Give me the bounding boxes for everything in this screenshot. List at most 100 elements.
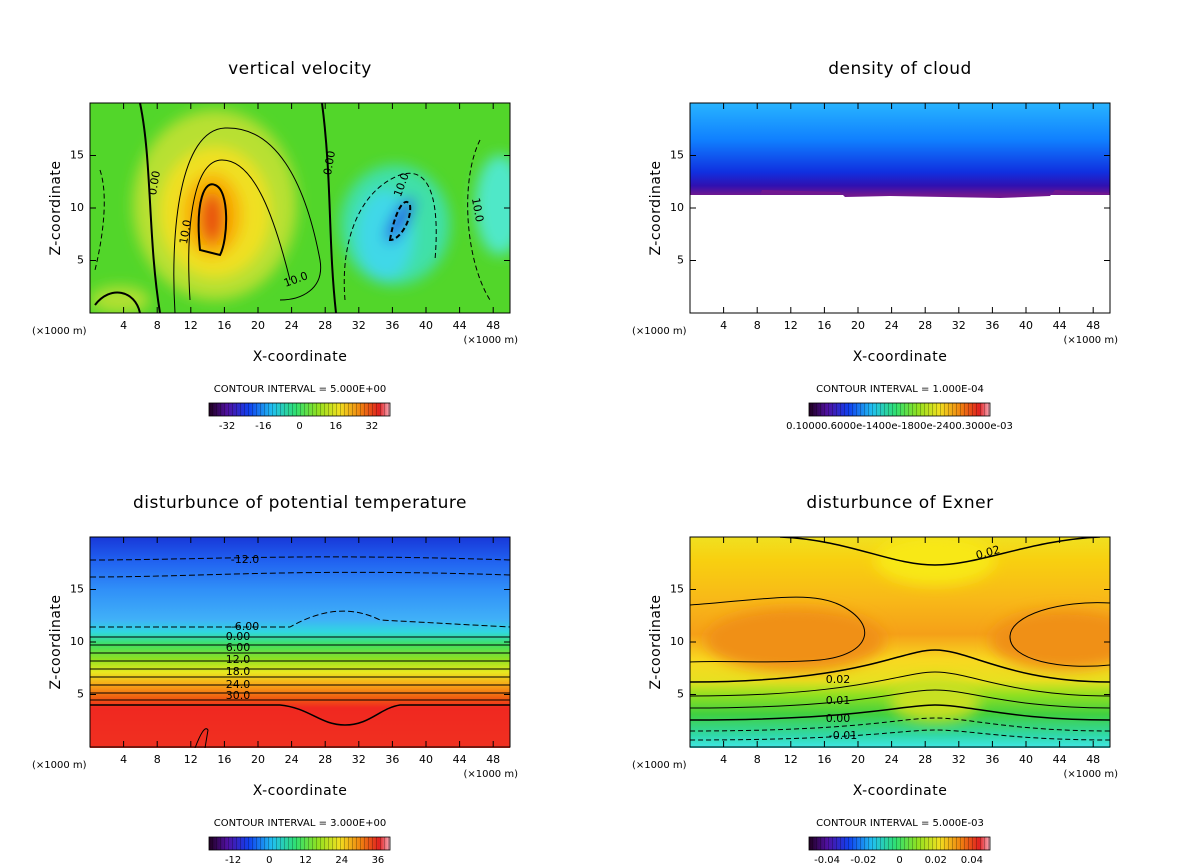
y-tick-label: 5: [77, 254, 84, 267]
contour-label: 0.00: [826, 712, 851, 725]
x-unit: (×1000 m): [1063, 335, 1118, 346]
y-axis-label: Z-coordinate: [48, 160, 64, 255]
y-tick-label: 15: [670, 149, 684, 162]
x-tick-label: 36: [385, 753, 399, 766]
contour-label: -6.00: [231, 620, 259, 633]
y-tick-label: 15: [70, 149, 84, 162]
y-tick-label: 10: [70, 635, 84, 648]
x-tick-label: 4: [120, 753, 127, 766]
x-tick-label: 32: [352, 753, 366, 766]
contour-label: 6.00: [226, 641, 251, 654]
x-axis-label: X-coordinate: [253, 783, 348, 799]
x-tick-label: 12: [184, 319, 198, 332]
colorbar-tick-label: 16: [329, 421, 342, 432]
y-unit: (×1000 m): [632, 760, 687, 771]
x-tick-label: 8: [754, 319, 761, 332]
colorbar-stripes: [208, 836, 391, 851]
x-tick-label: 48: [1086, 319, 1100, 332]
x-tick-label: 16: [217, 753, 231, 766]
x-unit: (×1000 m): [463, 769, 518, 780]
colorbar-tick-label: 32: [366, 421, 379, 432]
x-tick-label: 12: [184, 753, 198, 766]
x-axis-label: X-coordinate: [253, 349, 348, 365]
x-tick-label: 36: [985, 319, 999, 332]
x-tick-label: 40: [419, 319, 433, 332]
colorbar-tick-label: -12: [225, 855, 241, 866]
y-tick-label: 10: [670, 201, 684, 214]
contour-label: -0.01: [829, 729, 857, 742]
y-tick-label: 5: [77, 688, 84, 701]
x-tick-label: 24: [285, 319, 299, 332]
x-tick-label: 8: [754, 753, 761, 766]
x-tick-label: 28: [918, 319, 932, 332]
x-unit: (×1000 m): [1063, 769, 1118, 780]
contour-label: 0.02: [826, 673, 851, 686]
x-tick-label: 28: [318, 319, 332, 332]
x-tick-label: 36: [985, 753, 999, 766]
x-tick-label: 8: [154, 319, 161, 332]
x-tick-label: 24: [885, 319, 899, 332]
x-tick-label: 24: [285, 753, 299, 766]
x-axis-label: X-coordinate: [853, 349, 948, 365]
x-tick-label: 20: [251, 319, 265, 332]
colorbar-tick-label: -32: [219, 421, 235, 432]
x-tick-label: 48: [486, 753, 500, 766]
y-tick-label: 5: [677, 254, 684, 267]
field-vertical-velocity: [90, 103, 510, 313]
colorbar-stripes: [208, 402, 391, 417]
colorbar-stripes: [808, 836, 991, 851]
x-tick-label: 32: [352, 319, 366, 332]
colorbar-tick-label: -16: [255, 421, 271, 432]
contour-interval: CONTOUR INTERVAL = 5.000E+00: [214, 384, 386, 395]
contour-label: 0.00: [321, 150, 338, 176]
contour-label: 0.01: [826, 694, 851, 707]
x-tick-label: 44: [1053, 753, 1067, 766]
y-axis-label: Z-coordinate: [648, 594, 664, 689]
x-tick-label: 12: [784, 319, 798, 332]
contour-label: 30.0: [226, 689, 251, 702]
y-tick-label: 15: [670, 583, 684, 596]
contour-label: 10.0: [469, 197, 486, 223]
field-density-of-cloud: [690, 103, 1110, 198]
y-tick-label: 15: [70, 583, 84, 596]
contour-label: 10.0: [177, 219, 194, 245]
x-tick-label: 4: [720, 753, 727, 766]
x-tick-label: 40: [1019, 753, 1033, 766]
contour-label: -12.0: [231, 553, 259, 566]
x-tick-label: 48: [1086, 753, 1100, 766]
y-unit: (×1000 m): [632, 326, 687, 337]
x-tick-label: 28: [918, 753, 932, 766]
x-tick-label: 20: [251, 753, 265, 766]
x-axis-label: X-coordinate: [853, 783, 948, 799]
y-unit: (×1000 m): [32, 326, 87, 337]
y-axis-label: Z-coordinate: [648, 160, 664, 255]
x-tick-label: 44: [1053, 319, 1067, 332]
x-tick-label: 36: [385, 319, 399, 332]
contour-label: 0.02: [974, 543, 1001, 562]
x-tick-label: 40: [419, 753, 433, 766]
contour-label: 18.0: [226, 665, 251, 678]
x-tick-label: 44: [453, 753, 467, 766]
colorbar-tick-label: 0: [266, 855, 272, 866]
y-tick-label: 10: [70, 201, 84, 214]
colorbar-tick-label: 0.04: [961, 855, 983, 866]
contour-interval: CONTOUR INTERVAL = 3.000E+00: [214, 818, 386, 829]
x-tick-label: 16: [817, 319, 831, 332]
contour-interval: CONTOUR INTERVAL = 1.000E-04: [816, 384, 984, 395]
title: disturbunce of potential temperature: [133, 493, 467, 513]
x-tick-label: 32: [952, 319, 966, 332]
contour-interval: CONTOUR INTERVAL = 5.000E-03: [816, 818, 984, 829]
x-tick-label: 8: [154, 753, 161, 766]
x-tick-label: 16: [817, 753, 831, 766]
contour-label: 24.0: [226, 678, 251, 691]
x-tick-label: 16: [217, 319, 231, 332]
x-tick-label: 44: [453, 319, 467, 332]
y-tick-label: 5: [677, 688, 684, 701]
colorbar-tick-label: 0.02: [925, 855, 947, 866]
x-tick-label: 20: [851, 753, 865, 766]
x-unit: (×1000 m): [463, 335, 518, 346]
title: density of cloud: [828, 59, 972, 79]
colorbar-tick-label: 24: [335, 855, 348, 866]
colorbar-tick-label: -0.02: [850, 855, 876, 866]
